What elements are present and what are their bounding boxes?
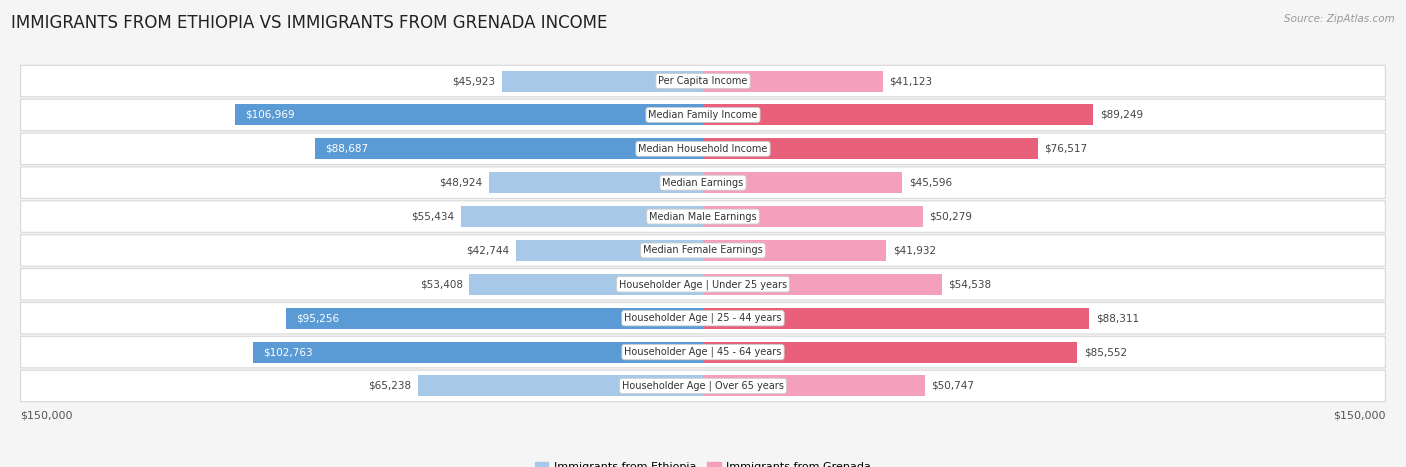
Bar	[315, 138, 703, 159]
Text: Householder Age | 25 - 44 years: Householder Age | 25 - 44 years	[624, 313, 782, 324]
Text: $53,408: $53,408	[420, 279, 463, 290]
Text: $65,238: $65,238	[368, 381, 411, 391]
FancyBboxPatch shape	[21, 99, 1385, 131]
Text: Median Family Income: Median Family Income	[648, 110, 758, 120]
Bar	[235, 105, 703, 126]
Text: Householder Age | Under 25 years: Householder Age | Under 25 years	[619, 279, 787, 290]
Text: $106,969: $106,969	[245, 110, 295, 120]
Text: $45,596: $45,596	[910, 177, 952, 188]
Bar	[703, 308, 1090, 329]
Bar	[287, 308, 703, 329]
Text: Householder Age | Over 65 years: Householder Age | Over 65 years	[621, 381, 785, 391]
Text: Median Household Income: Median Household Income	[638, 144, 768, 154]
Text: Median Earnings: Median Earnings	[662, 177, 744, 188]
Bar	[253, 341, 703, 362]
Text: $48,924: $48,924	[439, 177, 482, 188]
Text: $50,279: $50,279	[929, 212, 973, 221]
Text: $54,538: $54,538	[948, 279, 991, 290]
Text: $55,434: $55,434	[411, 212, 454, 221]
Bar	[502, 71, 703, 92]
Text: IMMIGRANTS FROM ETHIOPIA VS IMMIGRANTS FROM GRENADA INCOME: IMMIGRANTS FROM ETHIOPIA VS IMMIGRANTS F…	[11, 14, 607, 32]
Text: $76,517: $76,517	[1045, 144, 1087, 154]
Bar	[703, 172, 903, 193]
Bar	[703, 341, 1077, 362]
Text: $88,311: $88,311	[1095, 313, 1139, 323]
FancyBboxPatch shape	[21, 235, 1385, 266]
Bar	[703, 240, 886, 261]
Bar	[470, 274, 703, 295]
FancyBboxPatch shape	[21, 336, 1385, 368]
Legend: Immigrants from Ethiopia, Immigrants from Grenada: Immigrants from Ethiopia, Immigrants fro…	[530, 458, 876, 467]
Text: Householder Age | 45 - 64 years: Householder Age | 45 - 64 years	[624, 347, 782, 357]
Text: $85,552: $85,552	[1084, 347, 1128, 357]
Text: $45,923: $45,923	[453, 76, 495, 86]
Bar	[516, 240, 703, 261]
Text: $95,256: $95,256	[297, 313, 339, 323]
Text: Median Female Earnings: Median Female Earnings	[643, 246, 763, 255]
FancyBboxPatch shape	[21, 303, 1385, 334]
FancyBboxPatch shape	[21, 65, 1385, 97]
Bar	[703, 206, 922, 227]
Text: $89,249: $89,249	[1099, 110, 1143, 120]
Bar	[703, 375, 925, 396]
Text: $41,123: $41,123	[890, 76, 932, 86]
Text: $102,763: $102,763	[263, 347, 314, 357]
Text: $50,747: $50,747	[932, 381, 974, 391]
Text: $88,687: $88,687	[325, 144, 368, 154]
Text: Source: ZipAtlas.com: Source: ZipAtlas.com	[1284, 14, 1395, 24]
FancyBboxPatch shape	[21, 370, 1385, 402]
Bar	[703, 71, 883, 92]
Text: Per Capita Income: Per Capita Income	[658, 76, 748, 86]
FancyBboxPatch shape	[21, 133, 1385, 164]
Text: Median Male Earnings: Median Male Earnings	[650, 212, 756, 221]
Bar	[489, 172, 703, 193]
Bar	[703, 274, 942, 295]
Bar	[461, 206, 703, 227]
Bar	[418, 375, 703, 396]
FancyBboxPatch shape	[21, 201, 1385, 232]
FancyBboxPatch shape	[21, 167, 1385, 198]
FancyBboxPatch shape	[21, 269, 1385, 300]
Bar	[703, 105, 1094, 126]
Text: $41,932: $41,932	[893, 246, 936, 255]
Bar	[703, 138, 1038, 159]
Text: $42,744: $42,744	[467, 246, 509, 255]
